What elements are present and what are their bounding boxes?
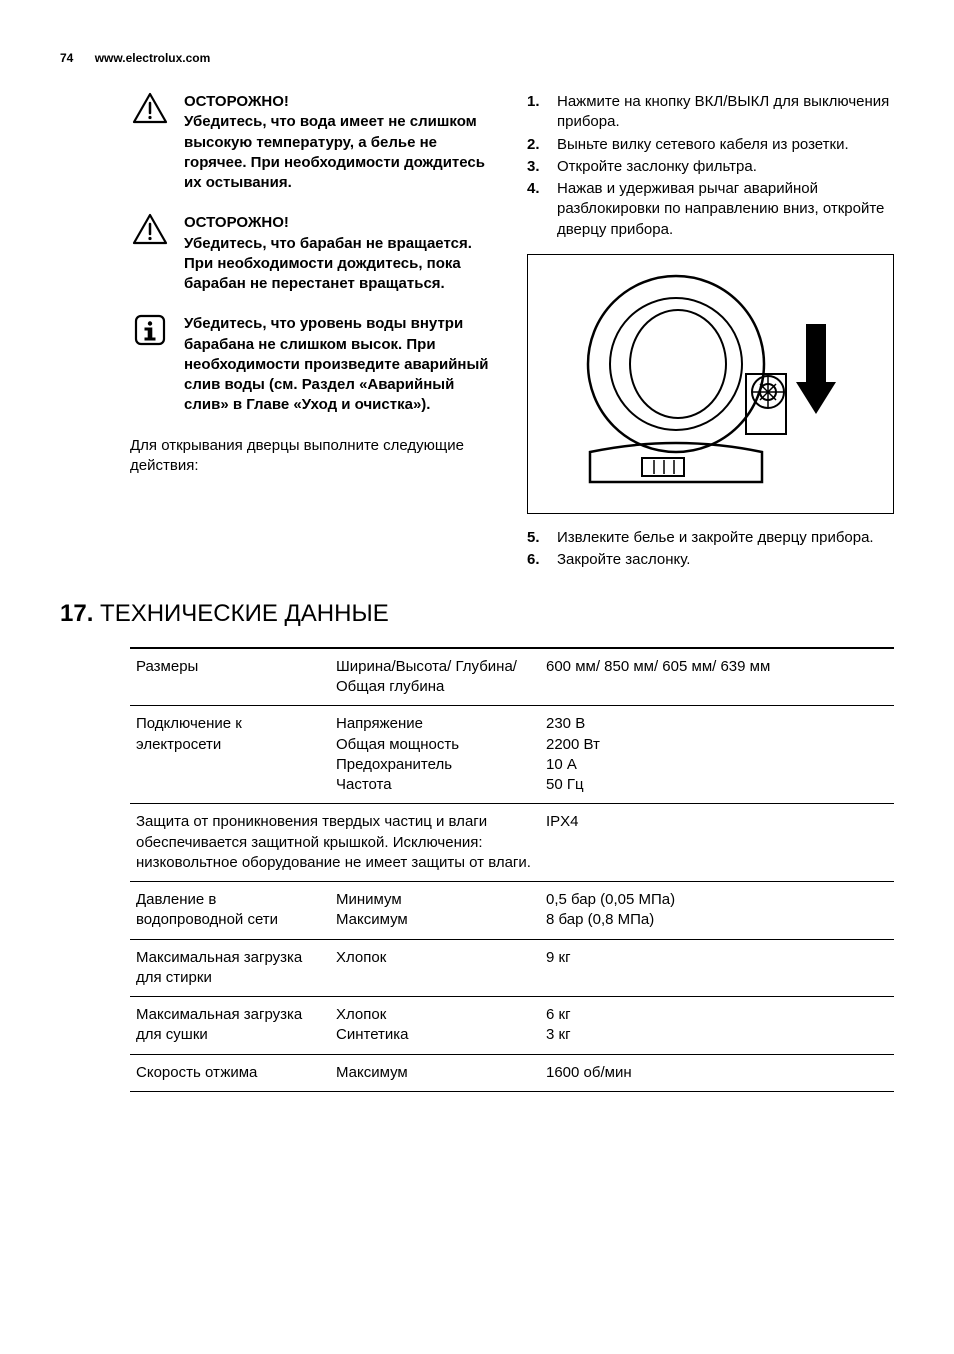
warning-body: Убедитесь, что вода имеет не слишком выс… — [184, 112, 497, 193]
content-columns: ОСТОРОЖНО! Убедитесь, что вода имеет не … — [60, 92, 894, 584]
warning-title: ОСТОРОЖНО! — [184, 213, 497, 233]
step-item: Откройте заслонку фильтра. — [527, 157, 894, 177]
step-item: Закройте заслонку. — [527, 550, 894, 570]
spec-value: 1600 об/мин — [546, 1063, 888, 1083]
warning-icon — [130, 213, 170, 249]
info-text: Убедитесь, что уровень воды внутри бараб… — [184, 314, 497, 415]
steps-list-a: Нажмите на кнопку ВКЛ/ВЫКЛ для выключени… — [527, 92, 894, 240]
spec-label: Давление в водопроводной сети — [136, 890, 336, 931]
table-row: Максимальная загрузка для стирки Хлопок … — [130, 940, 894, 998]
warning-title: ОСТОРОЖНО! — [184, 92, 497, 112]
table-row: Подключение к электросети НапряжениеОбща… — [130, 706, 894, 804]
spec-value: 230 В2200 Вт10 А50 Гц — [546, 714, 888, 795]
section-title: ТЕХНИЧЕСКИЕ ДАННЫЕ — [100, 600, 389, 627]
left-column: ОСТОРОЖНО! Убедитесь, что вода имеет не … — [60, 92, 497, 584]
table-row: Максимальная загрузка для сушки ХлопокСи… — [130, 997, 894, 1055]
table-row: Давление в водопроводной сети МинимумМак… — [130, 882, 894, 940]
info-icon — [130, 314, 170, 350]
spec-label: Максимальная загрузка для сушки — [136, 1005, 336, 1046]
section-heading: 17. ТЕХНИЧЕСКИЕ ДАННЫЕ — [60, 598, 894, 630]
intro-text: Для открывания дверцы выполните следующи… — [130, 436, 497, 477]
step-item: Выньте вилку сетевого кабеля из розетки. — [527, 135, 894, 155]
table-row: Защита от проникновения твердых частиц и… — [130, 804, 894, 882]
warning-text-1: ОСТОРОЖНО! Убедитесь, что вода имеет не … — [184, 92, 497, 193]
step-item: Извлеките белье и закройте дверцу прибор… — [527, 528, 894, 548]
warning-block-1: ОСТОРОЖНО! Убедитесь, что вода имеет не … — [130, 92, 497, 193]
warning-body: Убедитесь, что барабан не вращается. При… — [184, 234, 497, 295]
right-column: Нажмите на кнопку ВКЛ/ВЫКЛ для выключени… — [527, 92, 894, 584]
spec-param: ХлопокСинтетика — [336, 1005, 546, 1046]
info-body: Убедитесь, что уровень воды внутри бараб… — [184, 314, 497, 415]
specs-table: Размеры Ширина/Высота/ Глубина/Общая глу… — [130, 647, 894, 1092]
spec-label: Скорость отжима — [136, 1063, 336, 1083]
spec-label: Размеры — [136, 657, 336, 698]
site-url: www.electrolux.com — [95, 51, 211, 65]
spec-param: Хлопок — [336, 948, 546, 989]
spec-value: 9 кг — [546, 948, 888, 989]
table-row: Скорость отжима Максимум 1600 об/мин — [130, 1055, 894, 1092]
warning-icon — [130, 92, 170, 128]
spec-label: Защита от проникновения твердых частиц и… — [136, 812, 546, 873]
spec-label: Максимальная загрузка для стирки — [136, 948, 336, 989]
warning-text-2: ОСТОРОЖНО! Убедитесь, что барабан не вра… — [184, 213, 497, 294]
page-header: 74 www.electrolux.com — [60, 50, 894, 66]
table-row: Размеры Ширина/Высота/ Глубина/Общая глу… — [130, 649, 894, 707]
door-release-diagram — [527, 254, 894, 514]
spec-param: Ширина/Высота/ Глубина/Общая глубина — [336, 657, 546, 698]
warning-block-2: ОСТОРОЖНО! Убедитесь, что барабан не вра… — [130, 213, 497, 294]
step-item: Нажав и удерживая рычаг аварийной разбло… — [527, 179, 894, 240]
spec-value: IPX4 — [546, 812, 888, 873]
spec-param: НапряжениеОбщая мощностьПредохранительЧа… — [336, 714, 546, 795]
spec-param: Максимум — [336, 1063, 546, 1083]
spec-value: 600 мм/ 850 мм/ 605 мм/ 639 мм — [546, 657, 888, 698]
spec-param: МинимумМаксимум — [336, 890, 546, 931]
spec-label: Подключение к электросети — [136, 714, 336, 795]
spec-value: 6 кг3 кг — [546, 1005, 888, 1046]
info-block: Убедитесь, что уровень воды внутри бараб… — [130, 314, 497, 415]
steps-list-b: Извлеките белье и закройте дверцу прибор… — [527, 528, 894, 571]
section-number: 17. — [60, 600, 93, 627]
step-item: Нажмите на кнопку ВКЛ/ВЫКЛ для выключени… — [527, 92, 894, 133]
page-number: 74 — [60, 51, 73, 65]
spec-value: 0,5 бар (0,05 МПа)8 бар (0,8 МПа) — [546, 890, 888, 931]
